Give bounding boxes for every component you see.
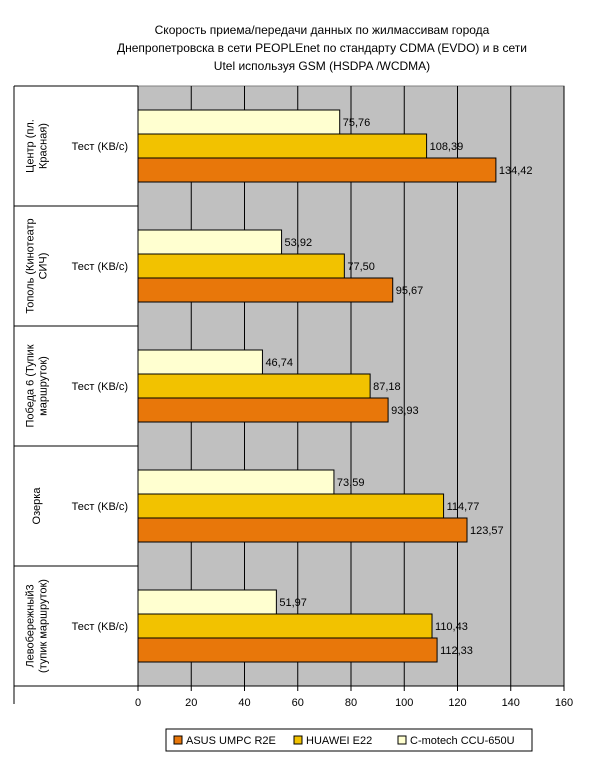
bar-g1-s2: [137, 229, 283, 255]
bar-g2-s0: [137, 397, 389, 423]
group-sublabel-3: Тест (KB/c): [72, 501, 128, 513]
data-label-g4-s0: 112,33: [440, 645, 473, 657]
bar-g0-s0: [137, 157, 497, 183]
chart-title-line-2: Днепропетровска в сети PEOPLEnet по стан…: [117, 41, 527, 55]
bar-g0-s2: [137, 109, 341, 135]
bar-g1-s1: [137, 253, 345, 279]
x-tick-label-3: 60: [292, 697, 304, 709]
data-label-g1-s0: 95,67: [396, 285, 424, 297]
x-tick-label-2: 40: [238, 697, 250, 709]
group-label-3-line-0: Озерка: [31, 487, 43, 525]
legend-label-1: HUAWEI E22: [306, 735, 372, 747]
data-label-g2-s2: 46,74: [265, 357, 293, 369]
group-label-0-line-1: Красная): [38, 123, 50, 169]
legend: ASUS UMPC R2E HUAWEI E22 C-motech CCU-650U: [165, 728, 533, 752]
x-tick-label-1: 20: [185, 697, 197, 709]
grid-lines: [190, 86, 565, 686]
data-label-g4-s1: 110,43: [435, 621, 468, 633]
group-sublabel-2: Тест (KB/c): [72, 381, 128, 393]
bar-g0-s1: [137, 133, 428, 159]
data-label-g1-s2: 53,92: [285, 237, 313, 249]
bar-g4-s0: [137, 637, 438, 663]
data-label-g3-s1: 114,77: [447, 501, 480, 513]
data-label-g2-s0: 93,93: [391, 405, 419, 417]
group-label-1: Тополь (Кинотеатр СИЧ): [25, 218, 50, 313]
bar-g3-s0: [137, 517, 468, 543]
group-label-4: Левобережный3 (тупик маршруток): [25, 579, 50, 673]
group-label-0: Центр (пл. Красная): [25, 119, 50, 173]
group-label-2-line-1: маршруток): [38, 356, 50, 416]
bar-series: [137, 109, 497, 663]
data-label-g0-s2: 75,76: [343, 117, 371, 129]
x-tick-label-4: 80: [345, 697, 357, 709]
bar-g3-s1: [137, 493, 445, 519]
data-labels: 75,76 108,39 134,42 53,92 77,50 95,67 46,74 87,…: [265, 117, 532, 657]
bar-g2-s2: [137, 349, 263, 375]
legend-swatch-1: [293, 735, 303, 745]
x-tick-label-7: 140: [502, 697, 520, 709]
bar-g1-s0: [137, 277, 394, 303]
group-sublabel-1: Тест (KB/c): [72, 261, 128, 273]
group-label-4-line-0: Левобережный3: [25, 584, 37, 667]
chart-title-line-3: Utel используя GSM (HSDPA /WCDMA): [214, 59, 430, 73]
group-label-2-line-0: Победа 6 (Тупик: [25, 344, 37, 427]
data-label-g3-s0: 123,57: [470, 525, 504, 537]
chart-title: Скорость приема/передачи данных по жилма…: [117, 23, 527, 73]
group-label-1-line-0: Тополь (Кинотеатр: [25, 218, 37, 313]
legend-swatch-0: [173, 735, 183, 745]
group-label-2: Победа 6 (Тупик маршруток): [25, 344, 50, 427]
data-label-g2-s1: 87,18: [373, 381, 401, 393]
legend-box: [165, 728, 533, 752]
group-sublabel-0: Тест (KB/c): [72, 141, 128, 153]
x-axis: 0 20 40 60 80 100 120 140 160: [135, 685, 573, 709]
x-tick-label-6: 120: [448, 697, 466, 709]
group-label-0-line-0: Центр (пл.: [25, 119, 37, 173]
data-label-g4-s2: 51,97: [279, 597, 307, 609]
group-sublabel-4: Тест (KB/c): [72, 621, 128, 633]
group-label-1-line-1: СИЧ): [38, 253, 50, 280]
data-label-g1-s1: 77,50: [347, 261, 375, 273]
bar-g3-s2: [137, 469, 335, 495]
x-tick-label-5: 100: [395, 697, 413, 709]
legend-label-2: C-motech CCU-650U: [410, 735, 515, 747]
x-tick-label-0: 0: [135, 697, 141, 709]
bar-g4-s1: [137, 613, 433, 639]
x-tick-label-8: 160: [555, 697, 573, 709]
legend-swatch-2: [397, 735, 407, 745]
data-label-g3-s2: 73,59: [337, 477, 365, 489]
group-label-4-line-1: (тупик маршруток): [38, 579, 50, 673]
legend-label-0: ASUS UMPC R2E: [186, 735, 276, 747]
chart-title-line-1: Скорость приема/передачи данных по жилма…: [155, 23, 490, 37]
data-label-g0-s0: 134,42: [499, 165, 533, 177]
bar-g4-s2: [137, 589, 277, 615]
y-axis: Тест (KB/c) Центр (пл. Красная) Тест (KB/c)…: [13, 85, 139, 704]
group-label-3: Озерка: [31, 487, 43, 525]
bar-g2-s1: [137, 373, 371, 399]
data-label-g0-s1: 108,39: [430, 141, 464, 153]
